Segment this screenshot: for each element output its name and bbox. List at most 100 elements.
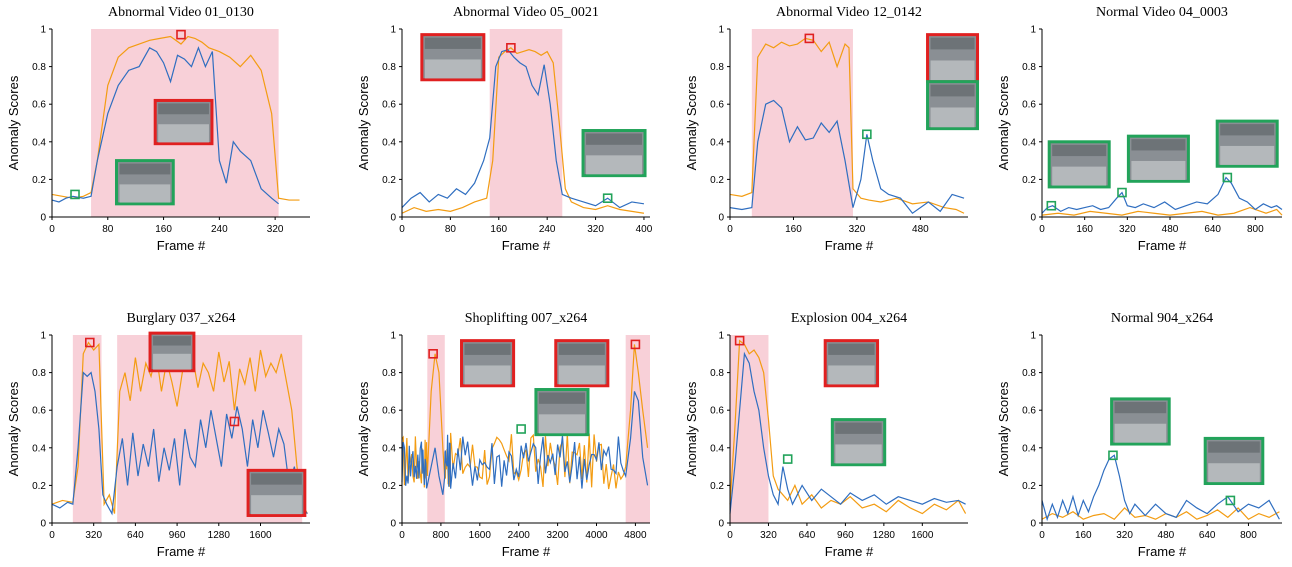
- x-axis-label: Frame #: [502, 238, 551, 253]
- x-tick-label: 320: [85, 530, 102, 541]
- x-tick-label: 1600: [911, 530, 934, 541]
- x-tick-label: 0: [399, 530, 405, 541]
- y-tick-label: 0.4: [710, 443, 724, 454]
- y-tick-label: 0: [40, 519, 46, 530]
- blue-score-line: [1041, 454, 1280, 522]
- y-tick-label: 1: [390, 25, 396, 36]
- x-axis-label: Frame #: [157, 238, 206, 253]
- y-tick-label: 0.8: [710, 62, 724, 73]
- y-tick-label: 0.6: [382, 406, 396, 417]
- x-tick-label: 640: [1204, 224, 1221, 235]
- normal-frame-thumbnail: [1215, 119, 1279, 168]
- y-tick-label: 0.6: [1022, 406, 1036, 417]
- normal-frame-marker: [70, 189, 80, 200]
- abnormal-frame-thumbnail: [823, 339, 880, 388]
- y-tick-label: 0.6: [32, 406, 46, 417]
- abnormal-frame-marker: [428, 348, 438, 359]
- x-tick-label: 800: [433, 530, 450, 541]
- chart-title: Normal Video 04_0003: [1096, 5, 1228, 20]
- chart-panel: 0 0.2 0.4 0.6 0.8 1 0 80 160 240 320 400 Abnormal Vi…: [356, 5, 653, 253]
- x-tick-label: 4800: [624, 530, 647, 541]
- chart-panel: 0 0.2 0.4 0.6 0.8 1 0 160 320 480 640 800 Normal 904…: [996, 311, 1282, 559]
- orange-score-line: [729, 37, 965, 214]
- y-tick-label: 0.4: [710, 137, 724, 148]
- x-axis-label: Frame #: [825, 544, 874, 559]
- y-tick-label: 0.4: [1022, 137, 1036, 148]
- y-tick-label: 0.8: [382, 368, 396, 379]
- y-tick-label: 0.2: [32, 175, 46, 186]
- normal-frame-thumbnail: [1126, 134, 1190, 183]
- blue-score-line: [401, 391, 649, 495]
- y-tick-label: 1: [390, 331, 396, 342]
- x-axis-label: Frame #: [1138, 238, 1187, 253]
- y-tick-label: 0.4: [32, 443, 46, 454]
- normal-frame-marker: [602, 193, 613, 203]
- x-tick-label: 480: [1158, 530, 1175, 541]
- y-tick-label: 0.2: [1022, 481, 1036, 492]
- x-tick-label: 320: [760, 530, 777, 541]
- x-tick-label: 0: [399, 224, 405, 235]
- normal-frame-marker: [782, 454, 793, 464]
- x-tick-label: 1280: [873, 530, 896, 541]
- y-axis-label: Anomaly Scores: [356, 381, 371, 476]
- normal-frame-thumbnail: [534, 388, 590, 437]
- y-tick-label: 0.8: [710, 368, 724, 379]
- x-tick-label: 1280: [208, 530, 231, 541]
- y-tick-label: 0.8: [1022, 62, 1036, 73]
- chart-title: Shoplifting 007_x264: [465, 311, 588, 326]
- x-tick-label: 640: [799, 530, 816, 541]
- y-tick-label: 1: [1030, 25, 1036, 36]
- abnormal-frame-marker: [804, 33, 815, 44]
- y-axis-label: Anomaly Scores: [684, 75, 699, 170]
- x-tick-label: 0: [49, 530, 55, 541]
- abnormal-frame-marker: [734, 335, 745, 346]
- y-tick-label: 0.6: [1022, 100, 1036, 111]
- blue-score-line: [729, 99, 965, 215]
- x-tick-label: 800: [1240, 530, 1257, 541]
- normal-frame-marker: [862, 129, 872, 140]
- abnormal-frame-thumbnail: [148, 331, 196, 373]
- orange-score-line: [729, 339, 967, 515]
- y-tick-label: 1: [1030, 331, 1036, 342]
- abnormal-frame-thumbnail: [153, 98, 214, 146]
- y-tick-label: 0.8: [32, 62, 46, 73]
- y-axis-label: Anomaly Scores: [996, 75, 1011, 170]
- x-tick-label: 160: [1075, 530, 1092, 541]
- abnormal-frame-thumbnail: [420, 33, 486, 82]
- y-axis-label: Anomaly Scores: [356, 75, 371, 170]
- y-tick-label: 0.2: [382, 481, 396, 492]
- y-axis-label: Anomaly Scores: [6, 75, 21, 170]
- abnormal-frame-marker: [176, 29, 186, 40]
- y-tick-label: 0.4: [382, 137, 396, 148]
- x-tick-label: 240: [211, 224, 228, 235]
- blue-score-line: [401, 48, 645, 209]
- chart-panel: 0 0.2 0.4 0.6 0.8 1 0 160 320 480 640 800 Normal Vid…: [996, 5, 1283, 253]
- abnormal-frame-thumbnail: [246, 468, 307, 517]
- y-tick-label: 0.2: [32, 481, 46, 492]
- normal-frame-marker: [516, 424, 526, 434]
- x-tick-label: 4000: [585, 530, 608, 541]
- x-tick-label: 0: [1039, 224, 1045, 235]
- blue-score-line: [1041, 176, 1283, 214]
- y-tick-label: 0.6: [32, 100, 46, 111]
- anomaly-region: [72, 335, 102, 523]
- x-tick-label: 640: [1199, 530, 1216, 541]
- x-tick-label: 0: [49, 224, 55, 235]
- y-tick-label: 1: [718, 25, 724, 36]
- y-tick-label: 0.4: [382, 443, 396, 454]
- anomaly-region: [489, 29, 563, 217]
- normal-frame-thumbnail: [926, 80, 980, 131]
- normal-frame-thumbnail: [1203, 436, 1265, 486]
- orange-score-line: [401, 47, 645, 214]
- x-tick-label: 320: [849, 224, 866, 235]
- x-tick-label: 0: [727, 224, 733, 235]
- y-tick-label: 0: [40, 213, 46, 224]
- y-tick-label: 0.8: [1022, 368, 1036, 379]
- x-tick-label: 2400: [508, 530, 531, 541]
- normal-frame-thumbnail: [115, 159, 175, 206]
- y-tick-label: 0.6: [710, 100, 724, 111]
- x-tick-label: 320: [1119, 224, 1136, 235]
- normal-frame-marker: [1222, 172, 1233, 183]
- blue-score-line: [51, 371, 308, 516]
